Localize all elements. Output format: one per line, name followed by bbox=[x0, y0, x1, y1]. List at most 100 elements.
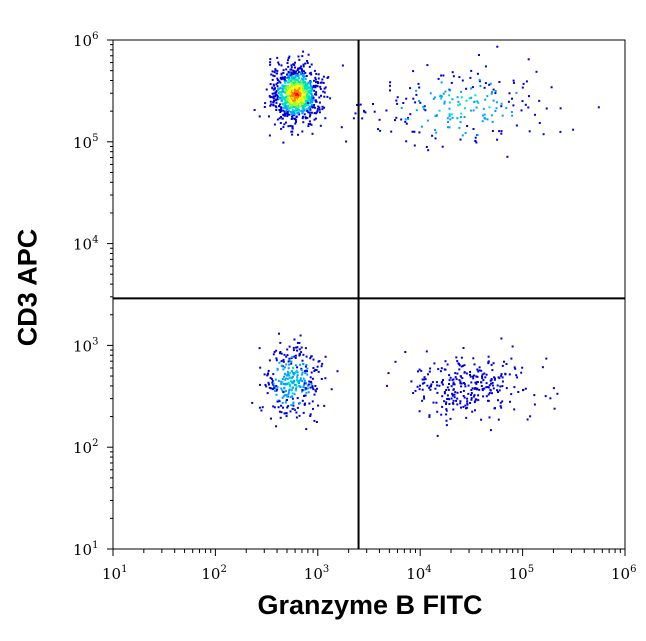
event-dot bbox=[306, 87, 309, 90]
event-dot bbox=[446, 394, 449, 397]
event-dot bbox=[463, 116, 466, 118]
event-dot bbox=[298, 382, 300, 385]
event-dot bbox=[287, 104, 290, 107]
event-dot bbox=[272, 405, 275, 408]
event-dot bbox=[289, 88, 292, 91]
event-dot bbox=[421, 382, 424, 385]
event-dot bbox=[303, 105, 306, 108]
event-dot bbox=[296, 366, 299, 369]
event-dot bbox=[458, 126, 461, 129]
event-dot bbox=[282, 406, 284, 409]
event-dot bbox=[305, 90, 308, 93]
event-dot bbox=[443, 100, 446, 103]
event-dot bbox=[316, 365, 319, 368]
event-dot bbox=[296, 87, 299, 90]
event-dot bbox=[424, 109, 427, 112]
event-dot bbox=[310, 111, 313, 114]
event-dot bbox=[294, 66, 296, 69]
event-dot bbox=[284, 99, 287, 102]
event-dot bbox=[318, 96, 321, 99]
event-dot bbox=[275, 101, 278, 104]
event-dot bbox=[410, 380, 413, 383]
event-dot bbox=[287, 367, 290, 370]
event-dot bbox=[475, 398, 478, 401]
event-dot bbox=[278, 410, 281, 413]
event-dot bbox=[407, 117, 409, 119]
event-dot bbox=[267, 381, 270, 384]
event-dot bbox=[461, 364, 464, 367]
event-dot bbox=[312, 367, 315, 369]
event-dot bbox=[525, 80, 528, 83]
event-dot bbox=[308, 109, 311, 112]
event-dot bbox=[279, 93, 282, 96]
event-dot bbox=[501, 114, 504, 117]
event-dot bbox=[290, 86, 293, 89]
event-dot bbox=[490, 382, 493, 385]
event-dot bbox=[517, 391, 520, 393]
event-dot bbox=[285, 102, 287, 105]
event-dot bbox=[402, 102, 405, 104]
event-dot bbox=[354, 112, 357, 115]
event-dot bbox=[276, 94, 279, 97]
event-dot bbox=[494, 377, 496, 380]
event-dot bbox=[470, 69, 473, 72]
event-dot bbox=[324, 117, 327, 120]
event-dot bbox=[300, 100, 303, 103]
event-dot bbox=[520, 109, 523, 112]
event-dot bbox=[470, 389, 473, 391]
event-dot bbox=[485, 373, 488, 376]
event-dot bbox=[460, 356, 463, 359]
event-dot bbox=[306, 384, 309, 387]
event-dot bbox=[448, 115, 451, 118]
event-dot bbox=[305, 75, 308, 77]
event-dot bbox=[295, 120, 297, 123]
event-dot bbox=[478, 54, 480, 56]
event-dot bbox=[488, 392, 491, 394]
event-dot bbox=[508, 373, 511, 376]
event-dot bbox=[311, 386, 314, 389]
event-dot bbox=[296, 371, 299, 374]
event-dot bbox=[291, 113, 294, 116]
event-dot bbox=[483, 113, 486, 116]
event-dot bbox=[277, 406, 280, 409]
event-dot bbox=[289, 385, 292, 388]
event-dot bbox=[303, 107, 306, 110]
event-dot bbox=[308, 65, 311, 68]
event-dot bbox=[286, 383, 289, 386]
event-dot bbox=[329, 97, 332, 100]
event-dot bbox=[295, 81, 298, 84]
event-dot bbox=[556, 392, 559, 395]
event-dot bbox=[271, 78, 274, 81]
event-dot bbox=[313, 106, 316, 109]
event-dot bbox=[258, 347, 261, 350]
event-dot bbox=[372, 103, 374, 105]
event-dot bbox=[299, 334, 302, 337]
event-dot bbox=[492, 99, 495, 102]
event-dot bbox=[440, 95, 443, 98]
event-dot bbox=[490, 363, 493, 366]
event-dot bbox=[304, 71, 307, 74]
event-dot bbox=[461, 134, 464, 137]
event-dot bbox=[302, 110, 305, 113]
event-dot bbox=[475, 382, 478, 385]
event-dot bbox=[291, 407, 294, 410]
event-dot bbox=[441, 405, 444, 408]
event-dot bbox=[448, 113, 451, 116]
event-dot bbox=[282, 126, 285, 129]
event-dot bbox=[294, 73, 297, 76]
event-dot bbox=[288, 93, 291, 96]
event-dot bbox=[300, 351, 303, 354]
event-dot bbox=[470, 397, 473, 400]
event-dot bbox=[308, 115, 311, 118]
event-dot bbox=[466, 397, 469, 400]
event-dot bbox=[312, 388, 315, 391]
event-dot bbox=[288, 363, 290, 366]
event-dot bbox=[327, 76, 330, 79]
event-dot bbox=[291, 133, 294, 136]
y-tick-label: 101 bbox=[73, 540, 98, 559]
event-dot bbox=[469, 373, 471, 376]
event-dot bbox=[286, 112, 289, 115]
event-dot bbox=[302, 50, 305, 53]
event-dot bbox=[323, 106, 326, 109]
event-dot bbox=[497, 399, 499, 402]
